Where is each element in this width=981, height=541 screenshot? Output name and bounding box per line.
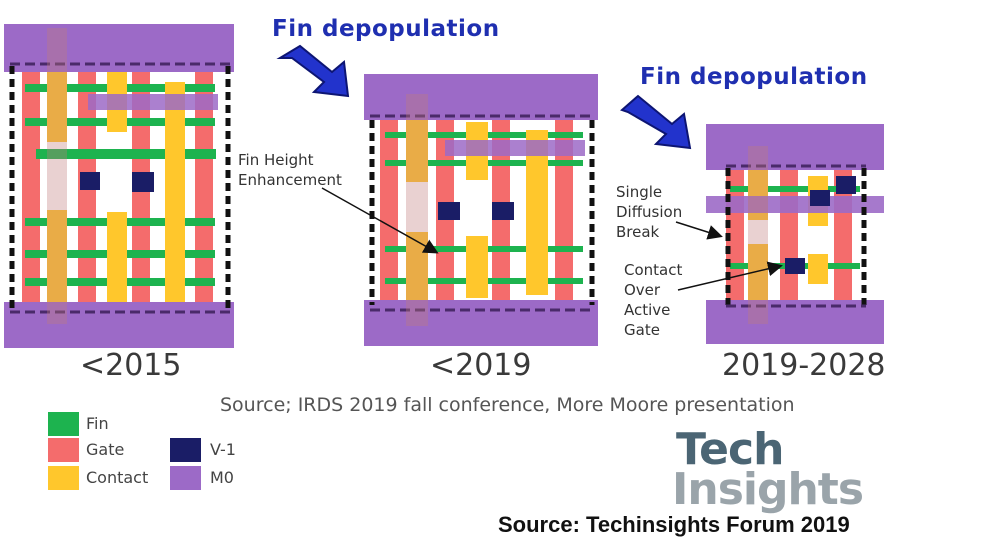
m0-band-bottom	[4, 302, 234, 348]
sdb-pointer	[675, 221, 723, 240]
contact	[808, 254, 828, 284]
gate	[780, 145, 798, 315]
contact	[526, 130, 548, 295]
annotation-fin-height: Fin Height Enhancement	[238, 151, 342, 189]
contact	[47, 72, 67, 142]
via	[80, 172, 100, 190]
m0-line-sdb	[706, 196, 884, 213]
depopulation-arrow-1	[276, 44, 350, 98]
via	[810, 190, 830, 206]
legend-label-fin: Fin	[86, 414, 109, 433]
legend-label-m0: M0	[210, 468, 234, 487]
year-label-2015: <2015	[80, 348, 182, 383]
annotation-single-diffusion-break: Single Diffusion Break	[616, 183, 683, 241]
via	[492, 202, 514, 220]
legend-label-v1: V-1	[210, 440, 236, 459]
heading-fin-depopulation-2: Fin depopulation	[640, 64, 868, 90]
depopulation-arrow-2	[620, 94, 692, 150]
contact	[47, 210, 67, 320]
fin	[730, 186, 860, 192]
legend-label-contact: Contact	[86, 468, 149, 487]
gate	[555, 105, 573, 315]
legend-swatch-contact	[48, 466, 79, 490]
annotation-contact-over-active-gate: Contact Over Active Gate	[624, 261, 683, 339]
gate-overlay	[47, 28, 67, 324]
source-footer: Source: Techinsights Forum 2019	[498, 512, 850, 537]
gate	[834, 145, 852, 315]
fin-height-pointer	[321, 187, 439, 254]
source-irds: Source; IRDS 2019 fall conference, More …	[220, 394, 795, 416]
contact	[107, 212, 127, 302]
cell-2019-2028	[706, 124, 884, 344]
m0-band-top	[706, 124, 884, 170]
year-label-2019-2028: 2019-2028	[722, 348, 886, 383]
via	[132, 172, 154, 192]
cell-2019	[364, 74, 598, 346]
via	[836, 176, 856, 194]
m0-line	[445, 140, 585, 156]
m0-band-bottom	[364, 300, 598, 346]
legend-swatch-m0	[170, 466, 201, 490]
via	[785, 258, 805, 274]
logo-line-1: Tech	[676, 424, 784, 475]
gate	[380, 105, 398, 315]
coag-pointer	[677, 261, 783, 291]
heading-fin-depopulation-1: Fin depopulation	[272, 16, 500, 42]
contact	[165, 82, 185, 302]
cell-2015	[4, 24, 234, 348]
legend-swatch-v1	[170, 438, 201, 462]
contact	[748, 244, 768, 314]
logo-line-2: Insights	[672, 464, 864, 515]
year-label-2019: <2019	[430, 348, 532, 383]
legend: Fin Gate Contact V-1 M0	[48, 412, 268, 492]
techinsights-logo: Tech Insights	[672, 424, 864, 515]
fin	[36, 149, 216, 159]
gate-overlay	[748, 146, 768, 324]
m0-line	[88, 94, 218, 110]
contact	[466, 236, 488, 298]
legend-swatch-fin	[48, 412, 79, 436]
contact	[406, 112, 428, 182]
m0-band-top	[364, 74, 598, 120]
gate-overlay	[406, 94, 428, 326]
via	[438, 202, 460, 220]
legend-label-gate: Gate	[86, 440, 125, 459]
contact	[406, 232, 428, 322]
legend-swatch-gate	[48, 438, 79, 462]
